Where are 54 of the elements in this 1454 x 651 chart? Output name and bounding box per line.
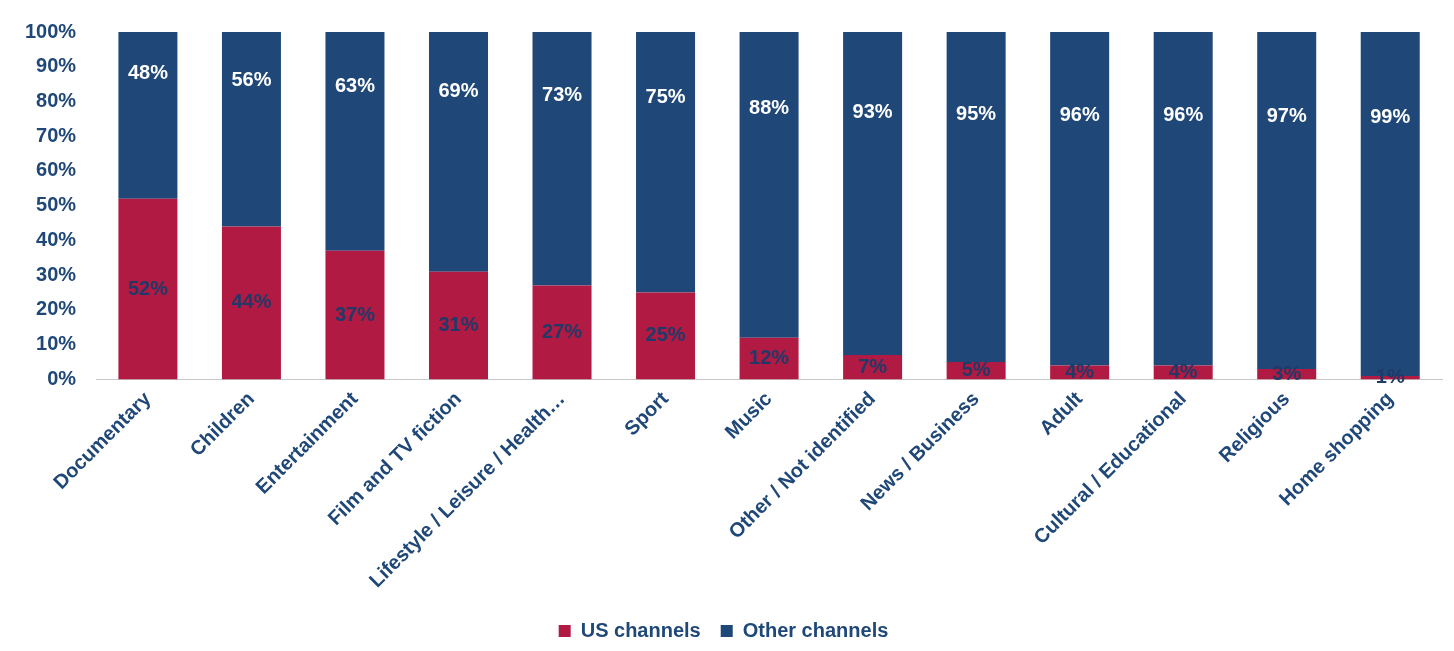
- data-label: 27%: [542, 320, 583, 343]
- bar: [636, 32, 696, 293]
- data-label: 93%: [852, 100, 893, 123]
- data-label: 96%: [1163, 102, 1204, 125]
- data-label: 75%: [645, 84, 686, 107]
- bar: [1050, 32, 1110, 366]
- bar: [532, 32, 592, 286]
- y-tick-label: 100%: [25, 19, 77, 42]
- data-label: 4%: [1168, 359, 1198, 382]
- data-label: 95%: [956, 102, 997, 125]
- data-label: 4%: [1065, 359, 1095, 382]
- y-tick-label: 80%: [36, 89, 77, 111]
- data-label: 88%: [749, 95, 790, 118]
- bar: [428, 271, 488, 380]
- y-tick-label: 60%: [36, 158, 77, 181]
- data-label: 7%: [858, 354, 888, 377]
- data-label: 69%: [438, 79, 479, 102]
- y-tick-label: 40%: [36, 227, 77, 250]
- bar: [221, 226, 281, 380]
- data-label: 25%: [645, 323, 686, 346]
- y-tick-label: 20%: [36, 297, 77, 320]
- bar: [946, 32, 1006, 363]
- data-label: 37%: [334, 302, 376, 325]
- y-tick-label: 50%: [36, 193, 77, 216]
- bar: [739, 32, 799, 338]
- legend-label: US channels: [580, 618, 701, 641]
- bar: [636, 292, 696, 380]
- data-label: 44%: [231, 290, 272, 313]
- bar: [325, 250, 385, 380]
- data-label: 73%: [542, 82, 583, 105]
- data-label: 63%: [334, 74, 376, 97]
- bar: [221, 32, 281, 227]
- y-tick-label: 30%: [36, 262, 77, 285]
- y-tick-label: 0%: [47, 366, 77, 389]
- data-label: 56%: [231, 68, 272, 91]
- bar: [118, 32, 178, 199]
- y-tick-label: 70%: [36, 123, 77, 146]
- bar: [325, 32, 385, 251]
- data-label: 96%: [1059, 102, 1100, 125]
- data-label: 99%: [1370, 105, 1411, 128]
- bar: [118, 198, 178, 380]
- data-label: 97%: [1266, 103, 1307, 126]
- data-label: 52%: [127, 276, 169, 299]
- bar: [428, 32, 488, 272]
- data-label: 48%: [127, 61, 169, 84]
- y-tick-label: 10%: [36, 332, 77, 355]
- data-label: 31%: [438, 313, 479, 336]
- bar: [1153, 32, 1213, 366]
- bar: [532, 285, 592, 380]
- y-tick-label: 90%: [36, 54, 77, 77]
- bar: [843, 32, 903, 356]
- data-label: 5%: [961, 358, 991, 381]
- legend-label: Other channels: [742, 618, 889, 641]
- data-label: 12%: [749, 346, 790, 369]
